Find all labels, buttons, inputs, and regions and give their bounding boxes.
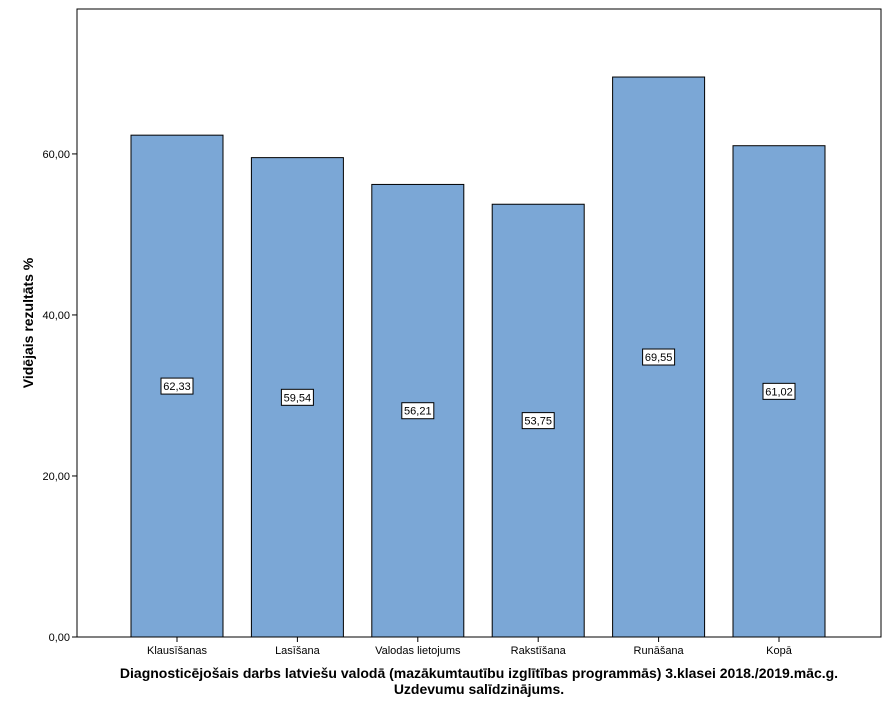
- x-tick-label: Klausīšanas: [147, 645, 207, 657]
- data-label: 53,75: [524, 416, 552, 428]
- x-tick-label: Runāšana: [634, 645, 685, 657]
- x-tick-label: Rakstīšana: [511, 645, 567, 657]
- plot-frame: [76, 8, 882, 638]
- data-label-box: [401, 402, 435, 420]
- y-tick-label: 0,00: [49, 632, 70, 644]
- y-axis: 0,00 20,00 40,00 60,00: [42, 149, 77, 644]
- x-axis: Klausīšanas Lasīšana Valodas lietojums Raks…: [147, 637, 793, 657]
- data-label: 62,33: [163, 381, 191, 393]
- y-axis-label: Vidējais rezultāts %: [20, 257, 36, 388]
- x-axis-label-line-2: Uzdevumu salīdzinājums.: [394, 681, 564, 697]
- data-label-box: [642, 348, 676, 366]
- data-label: 59,54: [284, 392, 312, 404]
- bar: [130, 134, 224, 638]
- data-label-box: [762, 382, 796, 400]
- data-label: 69,55: [645, 352, 673, 364]
- x-axis-label-line-1: Diagnosticējošais darbs latviešu valodā …: [120, 665, 838, 681]
- x-tick-label: Lasīšana: [275, 645, 321, 657]
- bars-group: 62,33 59,54 56,21 53,75 69,55 61,02: [130, 76, 826, 638]
- x-tick-label: Kopā: [766, 645, 793, 657]
- data-label-box: [521, 412, 555, 430]
- data-label: 56,21: [404, 406, 432, 418]
- data-label: 61,02: [765, 386, 793, 398]
- y-tick-label: 40,00: [42, 310, 70, 322]
- y-tick-label: 20,00: [42, 471, 70, 483]
- data-label-box: [280, 388, 314, 406]
- y-tick-label: 60,00: [42, 149, 70, 161]
- x-tick-label: Valodas lietojums: [375, 645, 461, 657]
- data-label-box: [160, 377, 194, 395]
